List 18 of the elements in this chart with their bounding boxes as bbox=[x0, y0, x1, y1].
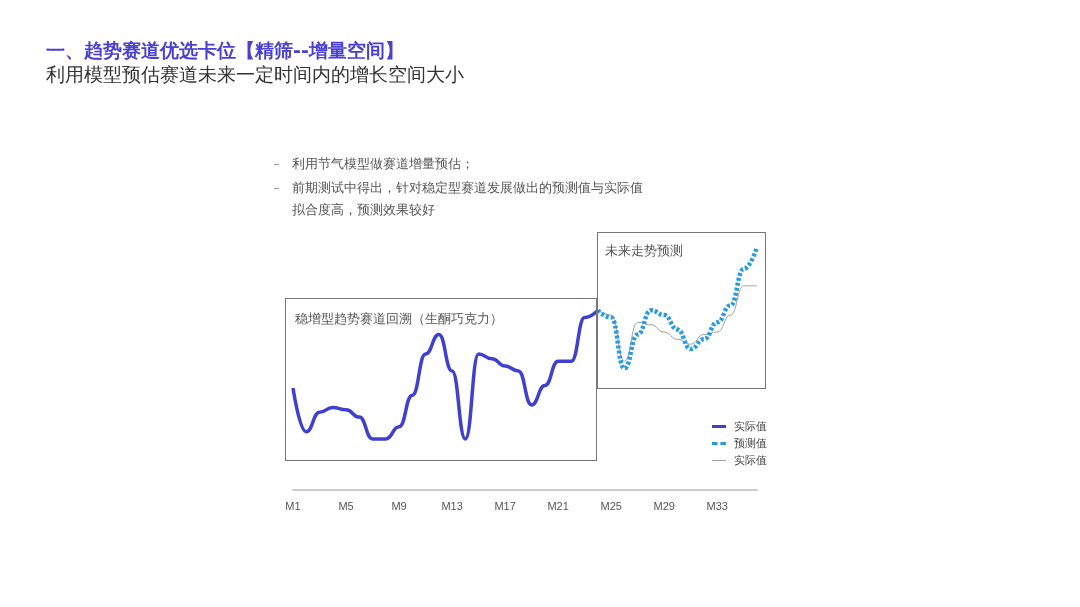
x-tick-label: M17 bbox=[494, 499, 516, 512]
x-tick-label: M33 bbox=[706, 499, 728, 512]
text: 前期测试中得出，针对稳定型赛道发展做出的预测值与实际值拟合度高，预测效果较好 bbox=[292, 180, 643, 217]
chart-subtitle: 利用模型预估赛道未来一定时间内的增长空间大小 bbox=[46, 62, 464, 87]
x-tick-label: M13 bbox=[441, 499, 463, 512]
legend-label: 实际值 bbox=[734, 419, 767, 434]
legend-label: 预测值 bbox=[734, 436, 767, 451]
x-tick-label: M5 bbox=[338, 499, 354, 512]
annotation: 稳增型趋势赛道回溯（生酮巧克力） bbox=[295, 310, 503, 328]
legend-label: 实际值 bbox=[734, 453, 767, 468]
x-tick-label: M21 bbox=[547, 499, 569, 512]
x-tick-label: M25 bbox=[600, 499, 622, 512]
x-tick-label: M1 bbox=[285, 499, 301, 512]
annotation: 未来走势预测 bbox=[605, 242, 683, 260]
chart-title: 一、趋势赛道优选卡位【精筛--增量空间】 bbox=[46, 38, 404, 63]
x-tick-label: M29 bbox=[653, 499, 675, 512]
x-tick-label: M9 bbox=[391, 499, 407, 512]
text: 利用节气模型做赛道增量预估； bbox=[292, 156, 474, 171]
